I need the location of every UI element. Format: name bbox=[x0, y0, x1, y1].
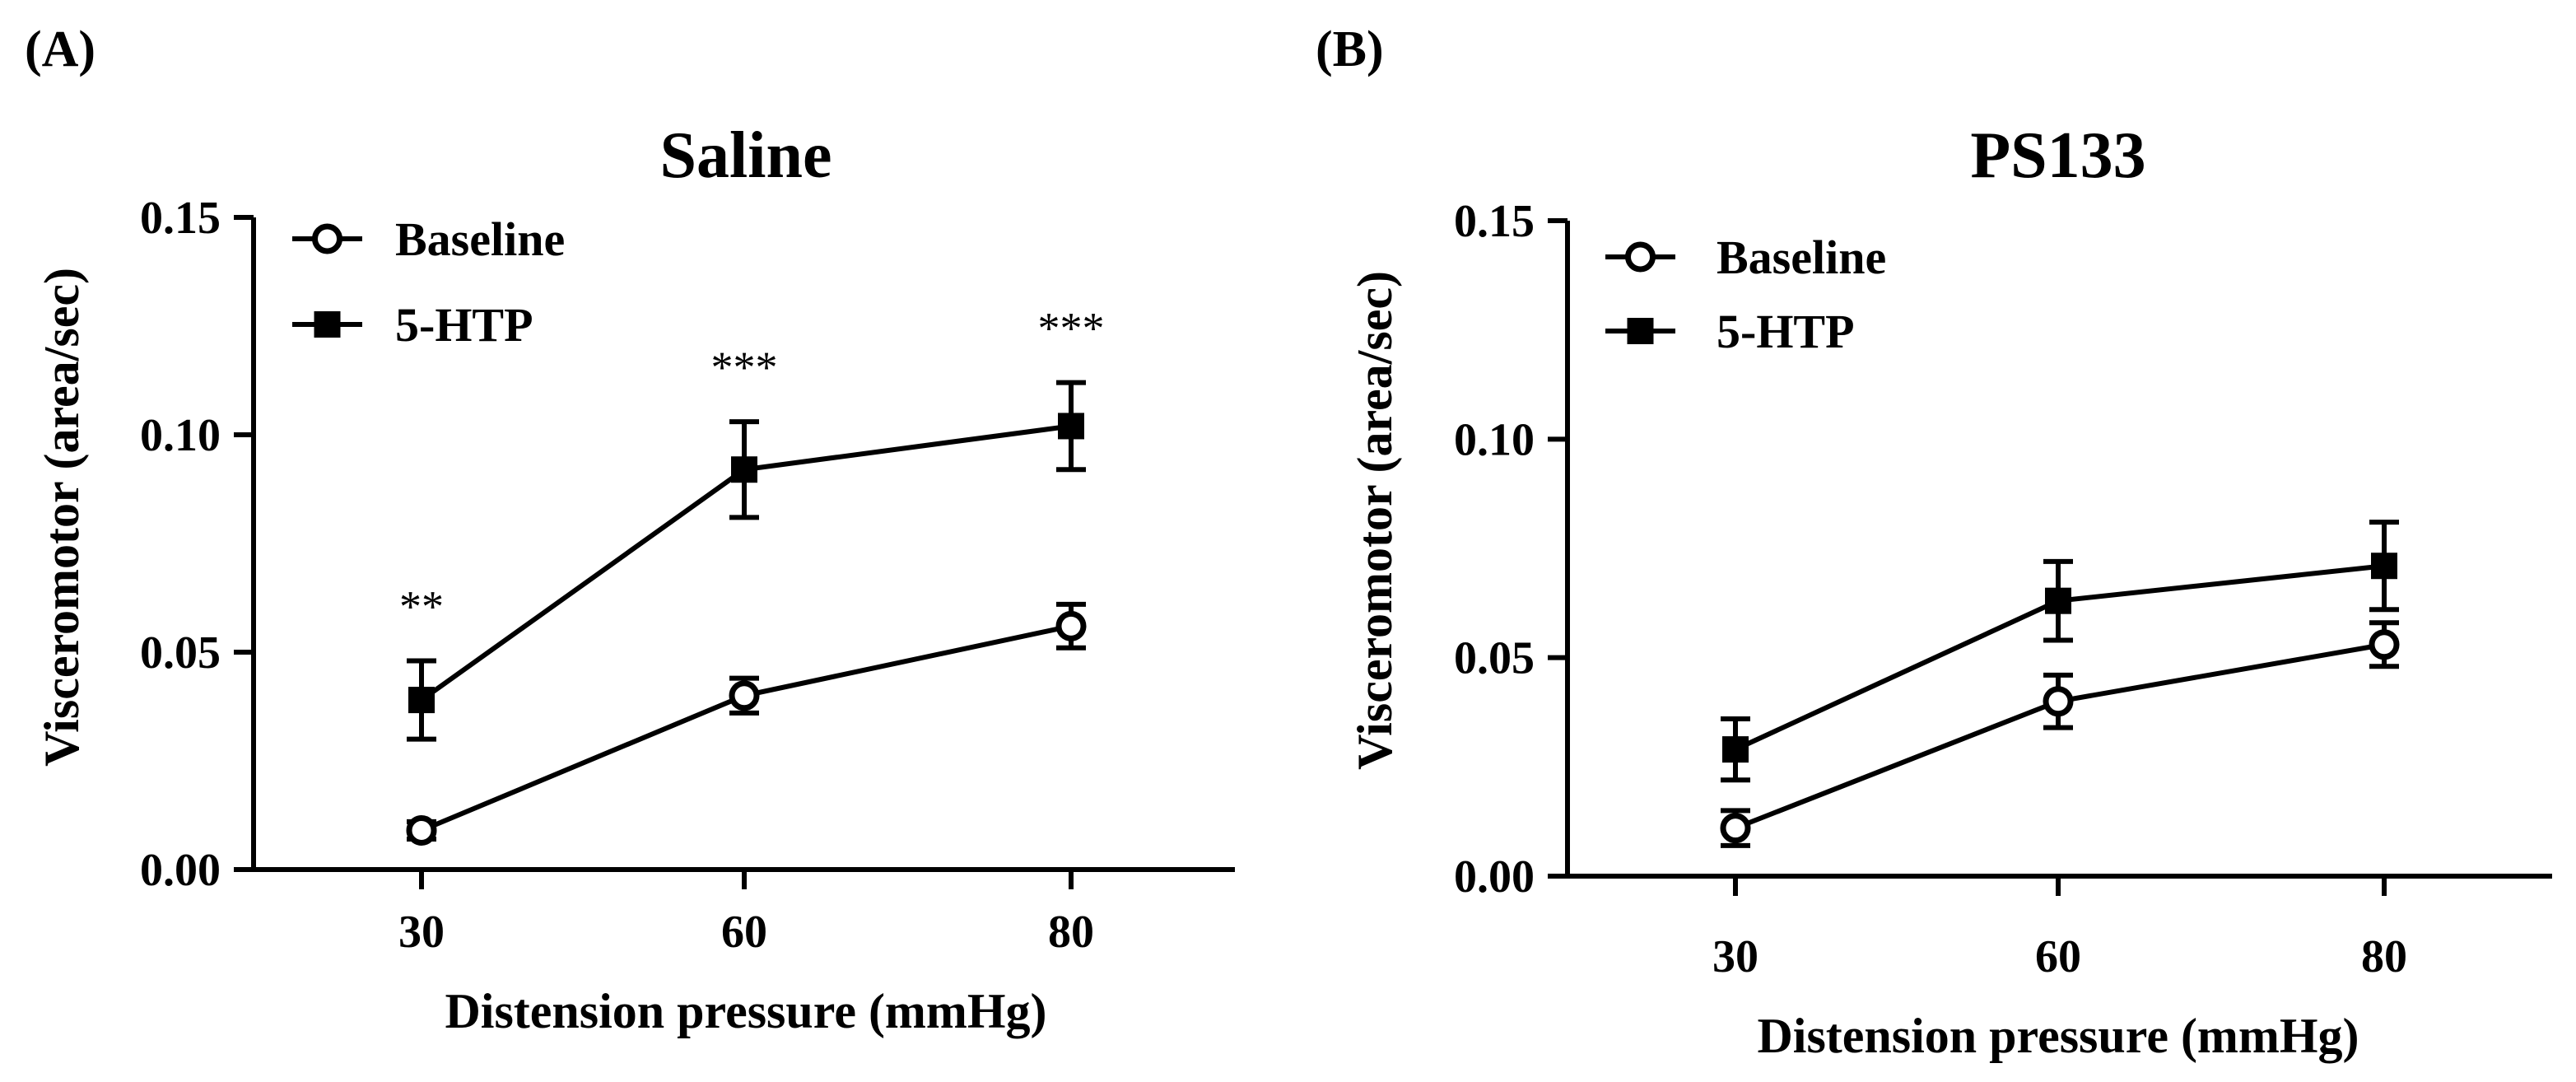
significance-label: *** bbox=[711, 343, 778, 392]
x-tick-label: 60 bbox=[721, 907, 767, 958]
5htp-point bbox=[408, 687, 435, 714]
y-tick-label: 0.05 bbox=[1454, 633, 1535, 684]
series-line bbox=[420, 623, 1072, 833]
baseline-point bbox=[1055, 610, 1087, 641]
legend-label: Baseline bbox=[1717, 231, 1886, 284]
y-tick-label: 0.05 bbox=[140, 627, 221, 679]
significance-label: *** bbox=[1038, 304, 1105, 353]
x-tick-label: 60 bbox=[2035, 931, 2081, 982]
y-tick-label: 0.10 bbox=[1454, 414, 1535, 465]
panel-b-y-axis-label: Visceromotor (area/sec) bbox=[1348, 271, 1402, 770]
x-tick-label: 30 bbox=[398, 907, 445, 958]
panel-b-title: PS133 bbox=[1970, 119, 2145, 192]
5htp-point bbox=[731, 456, 757, 483]
y-tick-label: 0.00 bbox=[1454, 851, 1535, 902]
x-tick-label: 80 bbox=[1048, 907, 1094, 958]
x-tick-label: 80 bbox=[2361, 931, 2407, 982]
panel-b-x-axis-label: Distension pressure (mmHg) bbox=[1757, 1009, 2359, 1063]
baseline-point bbox=[729, 680, 760, 711]
legend-label: Baseline bbox=[395, 212, 565, 266]
baseline-point bbox=[2369, 629, 2400, 660]
legend-square-icon bbox=[1627, 318, 1654, 344]
panel-a-saline: (A) Saline Visceromotor (area/sec) Diste… bbox=[25, 21, 1235, 1038]
significance-label: ** bbox=[399, 582, 444, 632]
y-tick-label: 0.15 bbox=[1454, 196, 1535, 247]
panel-a-letter: (A) bbox=[25, 21, 95, 77]
baseline-point bbox=[1720, 813, 1751, 844]
y-tick-label: 0.15 bbox=[140, 193, 221, 244]
x-tick-label: 30 bbox=[1712, 931, 1758, 982]
legend-circle-icon bbox=[312, 223, 342, 254]
baseline-point bbox=[406, 814, 437, 846]
baseline-point bbox=[2043, 686, 2074, 717]
5htp-point bbox=[1058, 413, 1084, 440]
panel-b-plot: 0.00 0.05 0.10 0.15 30 60 80 Baseline 5-HTP bbox=[1454, 196, 2552, 982]
panel-a-title: Saline bbox=[660, 119, 832, 192]
panel-a-x-axis-label: Distension pressure (mmHg) bbox=[445, 984, 1046, 1038]
legend-label: 5-HTP bbox=[1717, 305, 1855, 358]
panel-b-ps133: (B) PS133 Visceromotor (area/sec) Disten… bbox=[1316, 21, 2552, 1063]
y-tick-label: 0.10 bbox=[140, 410, 221, 461]
panel-a-y-axis-label: Visceromotor (area/sec) bbox=[35, 268, 89, 767]
y-tick-label: 0.00 bbox=[140, 845, 221, 896]
series-line bbox=[1734, 641, 2385, 831]
5htp-point bbox=[1722, 736, 1749, 763]
5htp-point bbox=[2371, 553, 2397, 580]
panel-b-letter: (B) bbox=[1316, 21, 1384, 77]
legend-square-icon bbox=[314, 311, 341, 338]
legend-label: 5-HTP bbox=[395, 298, 533, 352]
5htp-point bbox=[2045, 587, 2071, 614]
legend-circle-icon bbox=[1625, 241, 1656, 273]
